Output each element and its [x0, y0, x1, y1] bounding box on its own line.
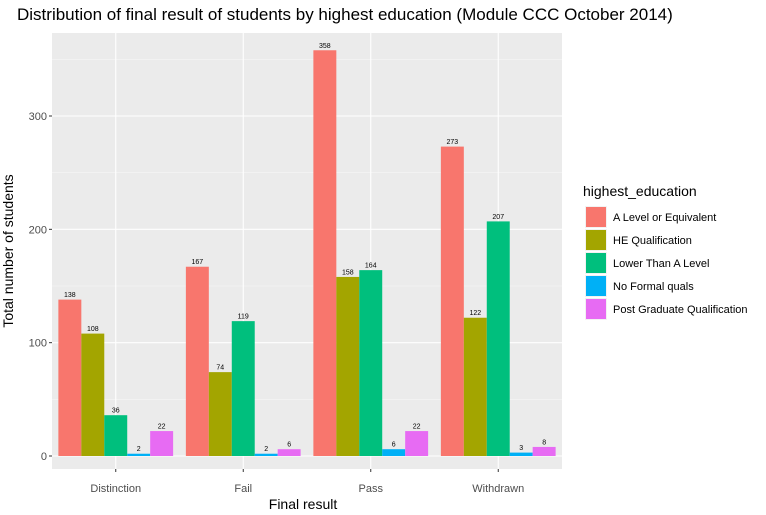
bar: [336, 276, 360, 456]
bar: [313, 50, 337, 457]
bar-value-label: 167: [192, 259, 204, 266]
bar: [58, 299, 82, 456]
legend-label: A Level or Equivalent: [613, 212, 716, 224]
bar: [405, 431, 429, 456]
bar: [254, 453, 278, 456]
bar-value-label: 119: [238, 314, 249, 321]
bar-value-label: 3: [519, 445, 523, 452]
legend-swatch: [586, 230, 606, 250]
bar-value-label: 74: [216, 365, 224, 372]
legend-title: highest_education: [583, 183, 697, 199]
legend-label: No Formal quals: [613, 281, 694, 293]
bar-value-labels: 1381083622216774119263581581646222731222…: [64, 43, 546, 453]
bar: [185, 266, 209, 456]
legend-label: HE Qualification: [613, 235, 692, 247]
y-axis: 0 100 200 300: [29, 111, 52, 463]
x-tick-label: Distinction: [90, 483, 141, 495]
bar-value-label: 108: [87, 326, 99, 333]
legend-swatch: [586, 207, 606, 227]
bar: [104, 415, 128, 456]
bar-value-label: 2: [264, 446, 268, 453]
bar-value-label: 22: [158, 424, 166, 431]
bar: [382, 449, 406, 456]
y-tick-label: 100: [29, 338, 47, 350]
bar-value-label: 138: [64, 292, 76, 299]
bars: [58, 50, 556, 457]
bar: [509, 452, 533, 456]
legend-swatch: [586, 299, 606, 319]
legend-swatch: [586, 253, 606, 273]
bar: [277, 449, 301, 456]
bar: [359, 270, 383, 456]
y-tick-label: 0: [41, 451, 47, 463]
bar-value-label: 122: [469, 310, 481, 317]
y-tick-label: 200: [29, 224, 47, 236]
y-axis-title: Total number of students: [0, 174, 16, 327]
x-axis: Distinction Fail Pass Withdrawn: [90, 469, 524, 495]
bar-value-label: 6: [392, 442, 396, 449]
bar: [127, 453, 151, 456]
bar: [440, 146, 464, 456]
bar: [150, 431, 174, 456]
bar-value-label: 164: [365, 263, 377, 270]
bar-value-label: 22: [413, 424, 421, 431]
bar: [208, 372, 232, 456]
legend-swatch: [586, 276, 606, 296]
chart-title: Distribution of final result of students…: [17, 5, 673, 24]
x-axis-title: Final result: [269, 496, 338, 512]
bar-value-label: 2: [137, 446, 141, 453]
x-tick-label: Pass: [359, 483, 384, 495]
legend-label: Lower Than A Level: [613, 258, 709, 270]
x-tick-label: Fail: [234, 483, 252, 495]
bar: [463, 317, 487, 456]
bar-value-label: 158: [342, 269, 354, 276]
bar: [486, 221, 510, 456]
bar: [81, 333, 105, 456]
bar-value-label: 207: [492, 214, 504, 221]
legend: highest_education A Level or Equivalent H…: [583, 183, 748, 320]
bar-value-label: 6: [287, 442, 291, 449]
bar-value-label: 358: [319, 43, 331, 50]
y-tick-label: 300: [29, 111, 47, 123]
bar-value-label: 8: [542, 439, 546, 446]
bar-value-label: 36: [112, 408, 120, 415]
bar: [532, 446, 556, 456]
bar: [231, 321, 255, 456]
legend-label: Post Graduate Qualification: [613, 304, 748, 316]
x-tick-label: Withdrawn: [472, 483, 524, 495]
bar-value-label: 273: [447, 139, 459, 146]
